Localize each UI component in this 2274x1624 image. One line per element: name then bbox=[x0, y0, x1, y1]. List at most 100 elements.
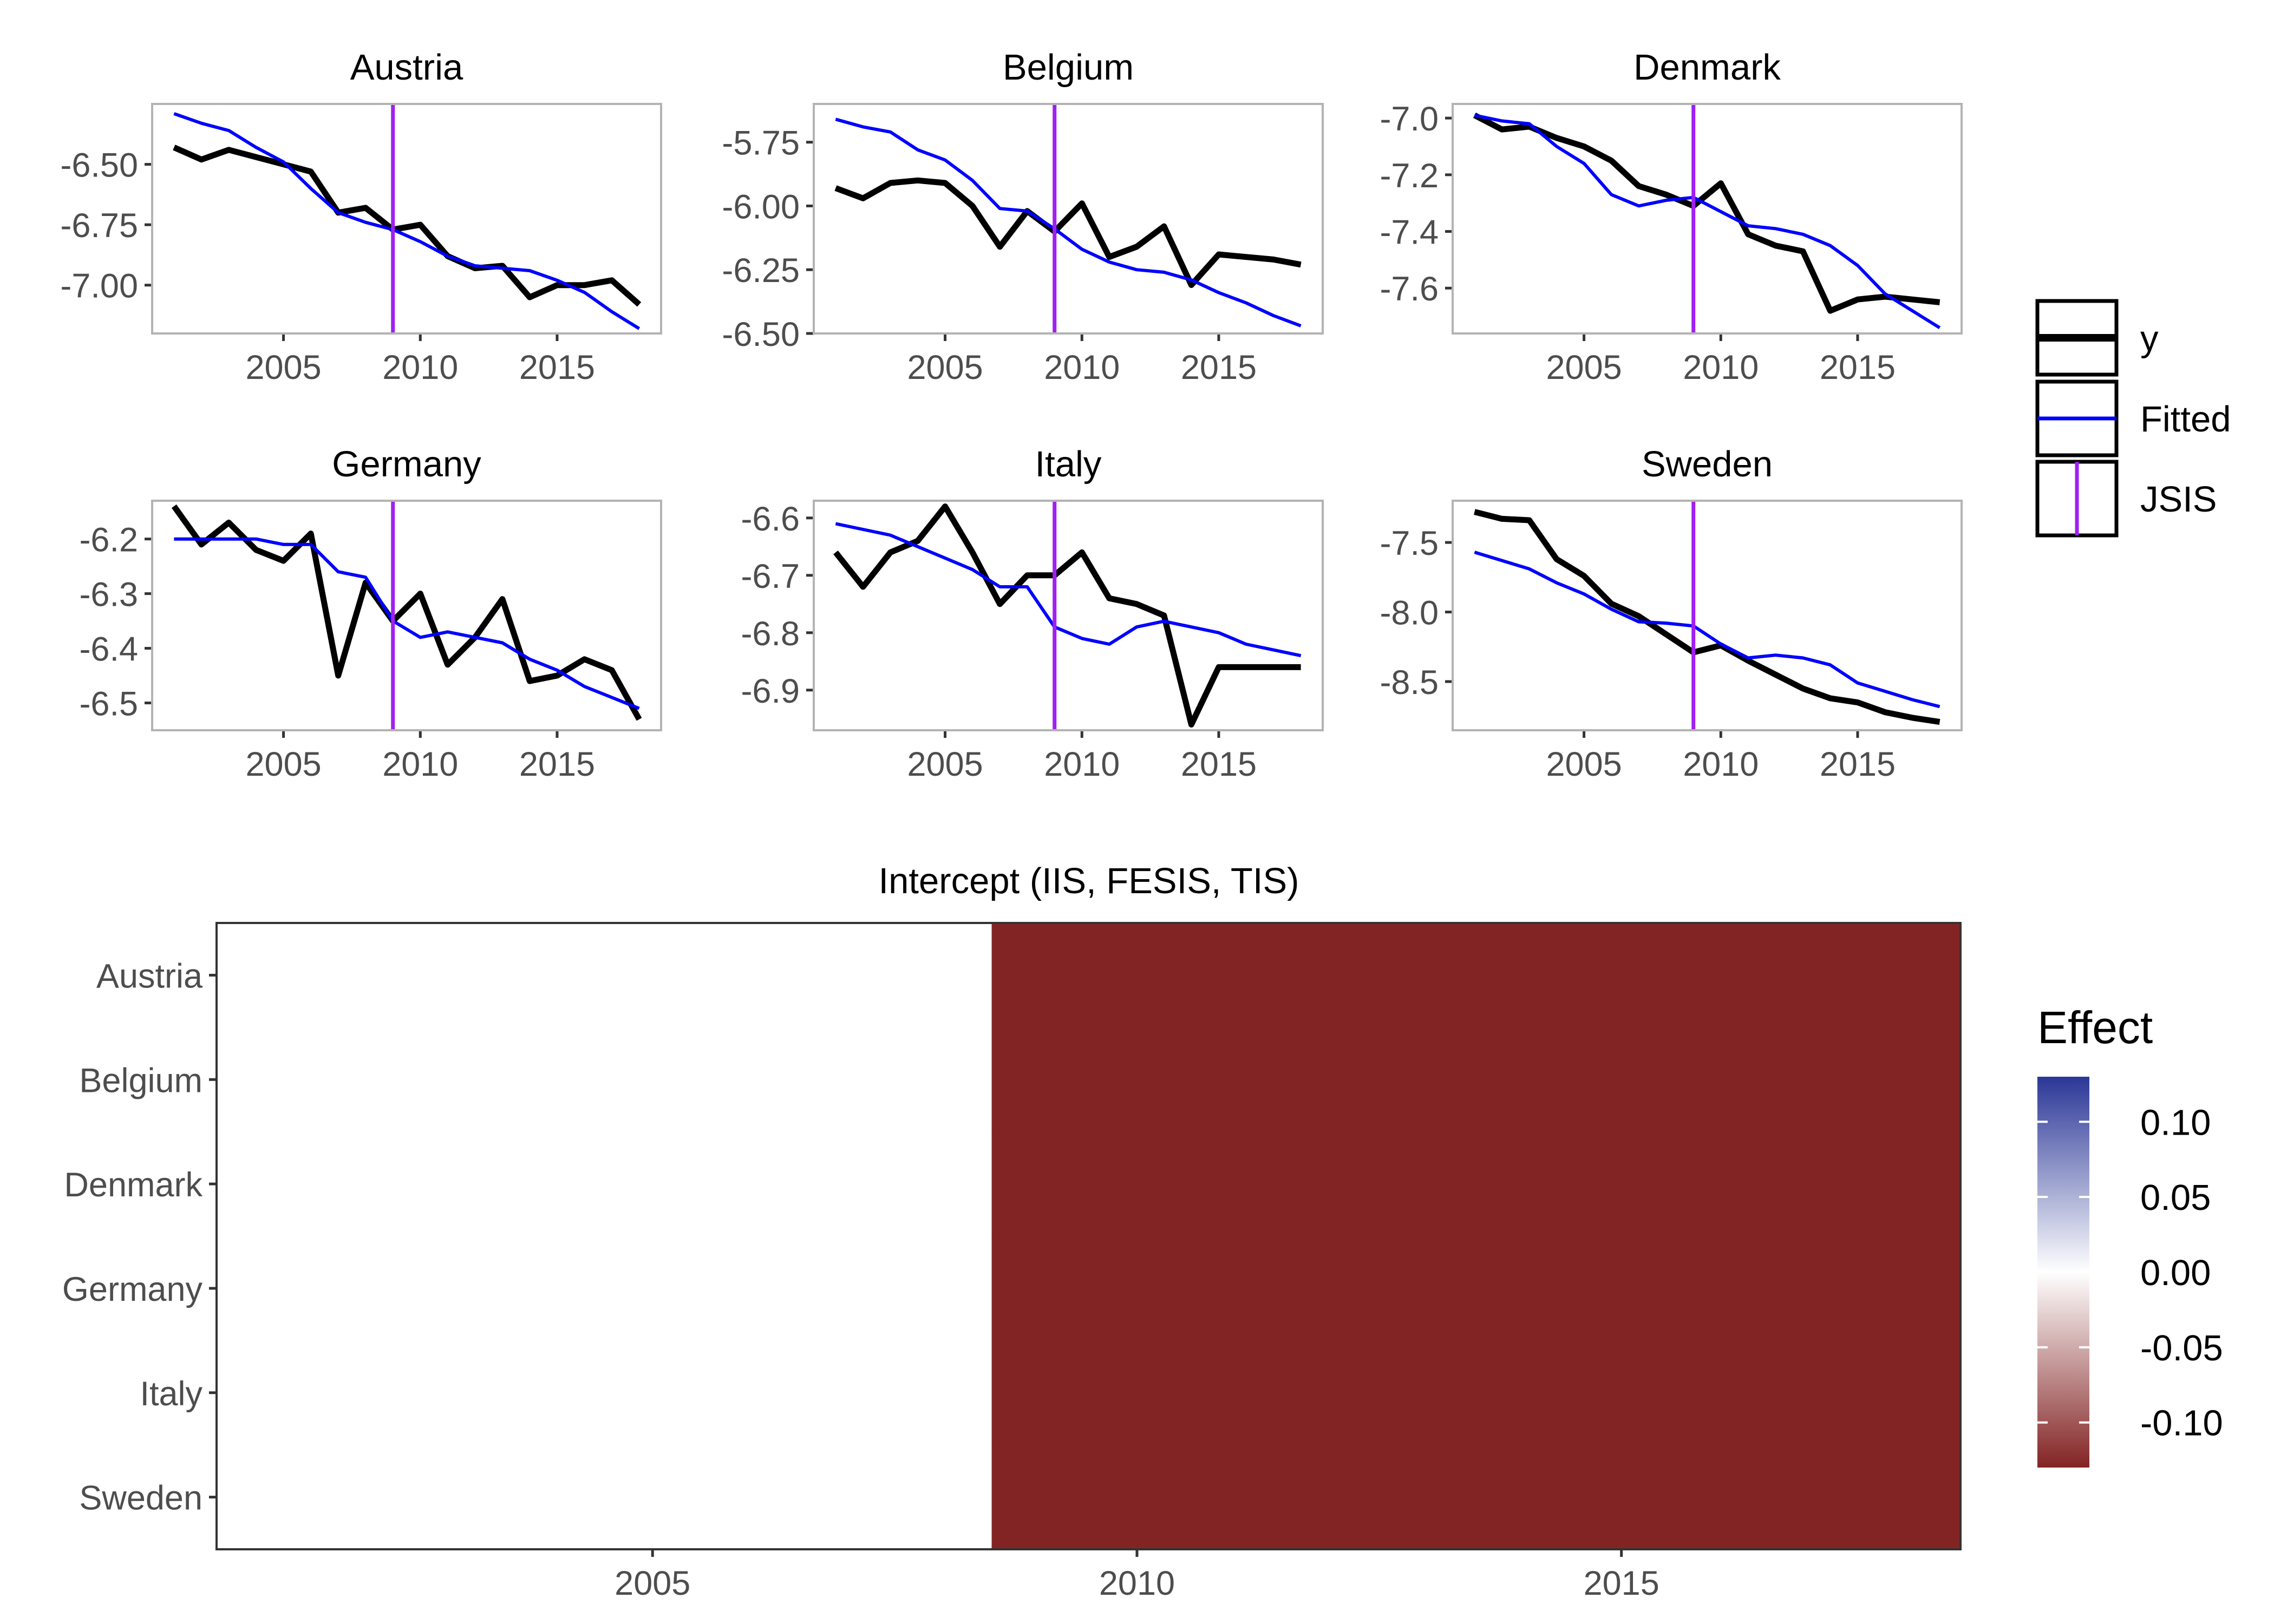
series-line-fitted bbox=[1474, 113, 1941, 330]
panel-background bbox=[1453, 501, 1962, 730]
x-tick-label: 2010 bbox=[1099, 1564, 1175, 1602]
facet-title-germany: Germany bbox=[332, 444, 481, 484]
lines-legend: y Fitted JSIS bbox=[2035, 299, 2231, 538]
facet-belgium: Belgium -5.75 -6.00 -6.25 -6.50 2005 2010 2015 bbox=[722, 47, 1324, 387]
y-tick-label: -6.5 bbox=[79, 685, 138, 723]
y-tick-label: -6.4 bbox=[79, 631, 138, 669]
panel-border bbox=[813, 500, 1324, 731]
heatmap-cell bbox=[217, 1236, 992, 1341]
facet-germany: Germany -6.2 -6.3 -6.4 -6.5 2005 2010 2015 bbox=[79, 444, 662, 783]
colorbar-tick-label: 0.00 bbox=[2140, 1253, 2211, 1293]
series-line-y bbox=[834, 177, 1302, 288]
heatmap-panel: Intercept (IIS, FESIS, TIS) Austria Belgi… bbox=[62, 861, 1962, 1602]
heatmap-row-label: Germany bbox=[62, 1271, 203, 1308]
x-tick-label: 2005 bbox=[246, 745, 322, 783]
panel-background bbox=[152, 501, 661, 730]
x-tick-label: 2015 bbox=[1181, 349, 1257, 387]
y-tick-label: -7.4 bbox=[1380, 214, 1439, 252]
panel-border bbox=[1452, 500, 1963, 731]
colorbar-tick-label: 0.05 bbox=[2140, 1177, 2211, 1218]
series-line-y bbox=[1473, 113, 1940, 314]
heatmap-cell bbox=[991, 1445, 1961, 1550]
x-tick-label: 2005 bbox=[1546, 349, 1622, 387]
heatmap-row-label: Denmark bbox=[64, 1166, 202, 1204]
effect-colorbar: Effect 0.10 0.05 0.00 -0.05 -0.10 bbox=[2037, 1002, 2223, 1468]
x-tick-label: 2015 bbox=[1181, 745, 1257, 783]
x-tick-label: 2010 bbox=[382, 349, 458, 387]
y-tick-label: -7.6 bbox=[1380, 270, 1439, 308]
facet-title-belgium: Belgium bbox=[1003, 47, 1134, 88]
y-tick-label: -6.00 bbox=[722, 188, 800, 226]
facet-denmark: Denmark -7.0 -7.2 -7.4 -7.6 2005 2010 2015 bbox=[1380, 47, 1963, 387]
y-tick-label: -8.0 bbox=[1380, 594, 1439, 632]
y-tick-label: -5.75 bbox=[722, 125, 800, 162]
y-tick-label: -6.9 bbox=[741, 672, 800, 710]
colorbar-title: Effect bbox=[2037, 1002, 2153, 1053]
y-tick-label: -8.5 bbox=[1380, 664, 1439, 702]
series-line-fitted bbox=[835, 117, 1302, 328]
y-tick-label: -6.6 bbox=[741, 500, 800, 538]
panel-border bbox=[1452, 103, 1963, 335]
facet-sweden: Sweden -7.5 -8.0 -8.5 2005 2010 2015 bbox=[1380, 444, 1963, 783]
y-tick-label: -7.00 bbox=[60, 267, 138, 305]
x-tick-label: 2015 bbox=[1584, 1564, 1659, 1602]
series-line-fitted bbox=[173, 112, 641, 330]
series-line-fitted bbox=[174, 537, 640, 710]
y-tick-label: -6.25 bbox=[722, 252, 800, 290]
heatmap-cell bbox=[991, 1340, 1961, 1445]
x-tick-label: 2010 bbox=[382, 745, 458, 783]
x-tick-label: 2005 bbox=[1546, 745, 1622, 783]
panel-border bbox=[813, 103, 1324, 335]
facet-italy: Italy -6.6 -6.7 -6.8 -6.9 2005 2010 2015 bbox=[741, 444, 1324, 783]
heatmap-cell bbox=[217, 1445, 992, 1550]
y-tick-label: -6.7 bbox=[741, 558, 800, 595]
panel-border bbox=[151, 500, 662, 731]
x-tick-label: 2005 bbox=[246, 349, 322, 387]
colorbar-ticks: 0.10 0.05 0.00 -0.05 -0.10 bbox=[2037, 1102, 2223, 1444]
x-tick-label: 2015 bbox=[519, 349, 595, 387]
heatmap-title: Intercept (IIS, FESIS, TIS) bbox=[879, 861, 1299, 901]
y-tick-label: -6.3 bbox=[79, 576, 138, 614]
x-tick-label: 2015 bbox=[1820, 745, 1896, 783]
x-tick-label: 2010 bbox=[1044, 745, 1120, 783]
facet-austria: Austria -6.50 -6.75 -7.00 2005 2010 2015 bbox=[60, 47, 662, 387]
panel-background bbox=[152, 104, 661, 333]
x-tick-label: 2005 bbox=[907, 745, 983, 783]
y-tick-label: -6.50 bbox=[60, 147, 138, 185]
series-line-y bbox=[173, 145, 642, 307]
x-tick-label: 2005 bbox=[615, 1564, 690, 1602]
legend-label-jsis: JSIS bbox=[2140, 479, 2217, 520]
heatmap-row-label: Belgium bbox=[79, 1062, 202, 1099]
facet-title-denmark: Denmark bbox=[1633, 47, 1781, 88]
heatmap-cell bbox=[217, 1131, 992, 1236]
heatmap-cell bbox=[991, 1131, 1961, 1236]
series-line-fitted bbox=[1474, 551, 1940, 709]
x-tick-label: 2010 bbox=[1044, 349, 1120, 387]
colorbar-tick-label: 0.10 bbox=[2140, 1102, 2211, 1143]
facet-title-sweden: Sweden bbox=[1642, 444, 1773, 484]
x-tick-label: 2015 bbox=[1820, 349, 1896, 387]
heatmap-cell bbox=[217, 923, 992, 1028]
heatmap-cell bbox=[217, 1027, 992, 1132]
y-tick-label: -6.50 bbox=[722, 316, 800, 353]
heatmap-cell bbox=[991, 923, 1961, 1028]
heatmap-row-label: Italy bbox=[140, 1375, 202, 1413]
series-line-y bbox=[833, 503, 1301, 728]
series-line-y bbox=[1474, 509, 1940, 725]
legend-label-fitted: Fitted bbox=[2140, 399, 2231, 440]
y-tick-label: -7.0 bbox=[1380, 100, 1439, 138]
y-tick-label: -6.2 bbox=[79, 521, 138, 559]
heatmap-cell bbox=[991, 1236, 1961, 1341]
legend-label-y: y bbox=[2140, 318, 2159, 359]
heatmap-row-label: Austria bbox=[96, 957, 203, 995]
series-line-fitted bbox=[835, 522, 1302, 658]
x-tick-label: 2010 bbox=[1683, 745, 1759, 783]
y-tick-label: -6.75 bbox=[60, 207, 138, 245]
heatmap-cell bbox=[991, 1027, 1961, 1132]
y-tick-label: -7.2 bbox=[1380, 157, 1439, 195]
heatmap-row-label: Sweden bbox=[79, 1479, 202, 1517]
heatmap-cell bbox=[217, 1340, 992, 1445]
heatmap-border bbox=[215, 922, 1962, 1550]
x-tick-label: 2005 bbox=[907, 349, 983, 387]
